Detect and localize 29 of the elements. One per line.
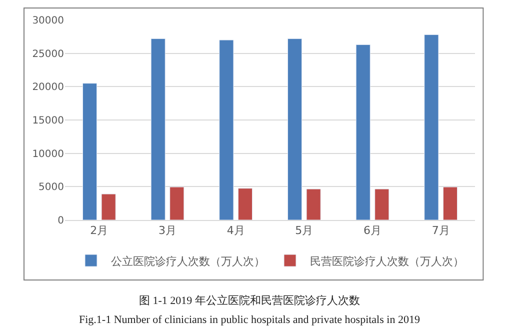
bar <box>287 38 302 220</box>
x-tick-label: 2月 <box>90 224 108 238</box>
bar <box>442 186 458 220</box>
x-tick-label: 4月 <box>226 224 245 238</box>
bar <box>356 44 370 220</box>
legend-label: 公立医院诊疗人次数（万人次） <box>111 254 265 268</box>
bar <box>238 188 253 220</box>
y-tick-label: 25000 <box>32 48 64 60</box>
x-tick-label: 7月 <box>432 224 450 238</box>
y-tick-label: 20000 <box>32 82 64 94</box>
bar <box>219 40 234 220</box>
caption: 图 1-1 2019 年公立医院和民营医院诊疗人次数 <box>139 294 360 307</box>
x-tick-label: 3月 <box>158 224 176 238</box>
x-tick-label: 5月 <box>295 224 314 238</box>
bar <box>170 186 184 220</box>
y-tick-label: 30000 <box>32 16 64 26</box>
bar <box>82 83 98 220</box>
bar <box>101 194 116 220</box>
y-tick-label: 5000 <box>38 182 64 194</box>
legend-label: 民营医院诊疗人次数（万人次） <box>310 254 464 268</box>
bar <box>424 34 439 220</box>
y-tick-label: 15000 <box>32 116 64 126</box>
bar <box>150 38 166 220</box>
caption: Fig.1-1 Number of clinicians in public hospitals and private hospitals in 2019 <box>79 314 420 326</box>
bar <box>374 188 390 220</box>
x-tick-label: 6月 <box>364 224 382 238</box>
y-tick-label: 0 <box>58 216 64 226</box>
y-tick-label: 10000 <box>32 148 64 160</box>
bar <box>306 188 321 220</box>
